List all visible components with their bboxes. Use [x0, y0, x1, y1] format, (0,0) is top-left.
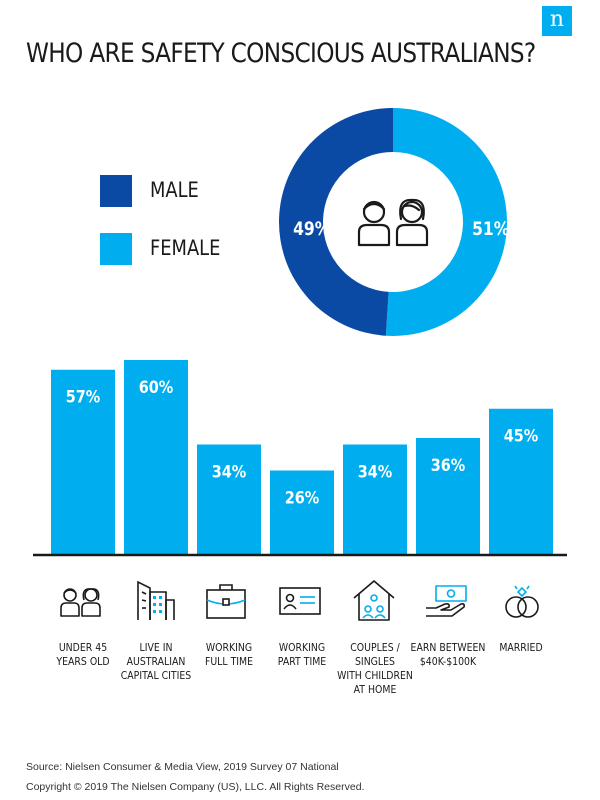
city-buildings-icon [137, 580, 175, 620]
page-title: WHO ARE SAFETY CONSCIOUS AUSTRALIANS? [26, 38, 536, 69]
category-label-line: LIVE IN [139, 641, 173, 654]
category-label-line: AT HOME [353, 683, 397, 696]
category-label-line: UNDER 45 [58, 641, 108, 654]
demographics-bar-chart: 57% 60% 34% 26% 34% 36% 45% [33, 360, 567, 557]
category-label-1: LIVE IN AUSTRALIAN CAPITAL CITIES [118, 641, 195, 683]
legend-label-female: FEMALE [150, 236, 221, 260]
bar-2 [197, 444, 261, 555]
category-label-4: COUPLES / SINGLES WITH CHILDREN AT HOME [337, 641, 414, 697]
bar-value-label-1: 60% [139, 377, 174, 397]
category-label-line: FULL TIME [204, 655, 254, 668]
category-label-line: PART TIME [277, 655, 327, 668]
bar-value-label-2: 34% [212, 461, 247, 481]
legend-swatch-male [100, 175, 132, 207]
category-label-line: WITH CHILDREN [337, 669, 413, 682]
bar-3 [270, 470, 334, 555]
category-label-0: UNDER 45 YEARS OLD [45, 641, 122, 669]
people-icon [60, 588, 101, 617]
nielsen-logo-icon: n [542, 6, 572, 36]
copyright-note: Copyright © 2019 The Nielsen Company (US… [26, 781, 365, 793]
bar-0 [51, 369, 115, 555]
man-and-woman-icon [357, 198, 429, 247]
category-label-2: WORKING FULL TIME [191, 641, 268, 669]
category-label-3: WORKING PART TIME [264, 641, 341, 669]
gender-donut-chart [279, 108, 508, 336]
wedding-rings-icon [505, 585, 539, 618]
bar-1 [124, 360, 188, 555]
category-label-line: WORKING [205, 641, 253, 654]
bar-value-label-5: 36% [431, 455, 466, 475]
category-label-6: MARRIED [483, 641, 560, 655]
id-card-icon [279, 587, 321, 615]
category-label-line: EARN BETWEEN [410, 641, 486, 654]
donut-slice-female [385, 108, 508, 336]
category-label-5: EARN BETWEEN $40K-$100K [410, 641, 487, 669]
legend-swatch-female [100, 233, 132, 265]
category-label-line: YEARS OLD [56, 655, 110, 668]
money-hand-icon [426, 585, 467, 617]
logo-glyph: n [549, 7, 565, 32]
family-home-icon [353, 580, 395, 621]
category-label-line: WORKING [278, 641, 326, 654]
donut-slice-male [279, 108, 393, 336]
bar-6 [489, 408, 553, 555]
donut-value-female: 51% [472, 218, 510, 240]
category-label-line: AUSTRALIAN [126, 655, 186, 668]
bar-value-label-0: 57% [66, 387, 101, 407]
bar-5 [416, 438, 480, 555]
source-note: Source: Nielsen Consumer & Media View, 2… [26, 761, 339, 773]
category-label-line: MARRIED [499, 641, 543, 654]
bar-value-label-6: 45% [504, 426, 539, 446]
category-label-line: CAPITAL CITIES [120, 669, 192, 682]
briefcase-icon [206, 584, 246, 619]
bar-value-label-4: 34% [358, 461, 393, 481]
category-label-line: $40K-$100K [419, 655, 477, 668]
category-label-line: COUPLES / SINGLES [350, 641, 400, 668]
legend-label-male: MALE [150, 178, 199, 202]
donut-value-male: 49% [293, 218, 331, 240]
bar-value-label-3: 26% [285, 487, 320, 507]
bar-4 [343, 444, 407, 555]
